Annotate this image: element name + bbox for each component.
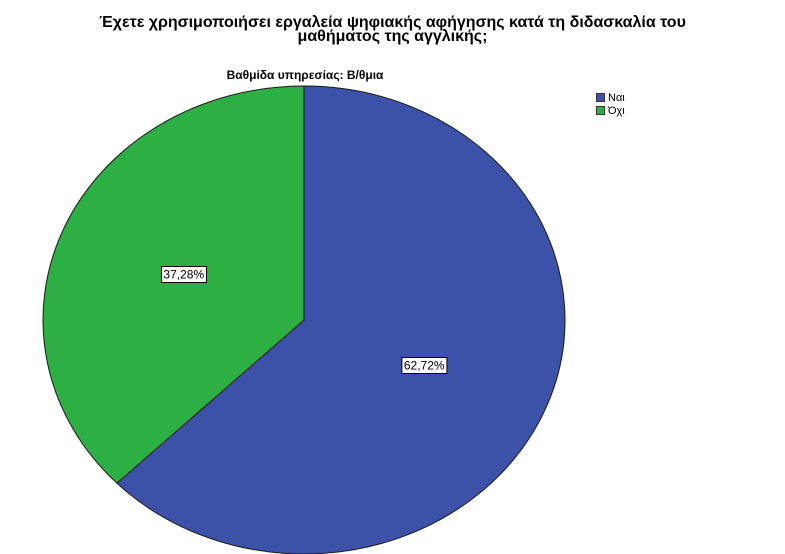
data-label-no: 37,28% xyxy=(160,265,207,283)
legend-item-yes: Ναι xyxy=(596,91,625,104)
chart-legend: Ναι Όχι xyxy=(596,91,625,117)
data-label-no-text: 37,28% xyxy=(163,267,204,281)
pie-slice-yes xyxy=(116,85,566,554)
chart-title-line-1: Έχετε χρησιμοποιήσει εργαλεία ψηφιακής α… xyxy=(99,14,686,31)
chart-title-line-2: μαθήματος της αγγλικής; xyxy=(297,28,488,45)
legend-swatch-no xyxy=(596,106,605,115)
legend-item-no: Όχι xyxy=(596,104,625,117)
chart-subtitle: Βαθμίδα υπηρεσίας: Β/θμια xyxy=(226,68,384,82)
data-label-yes-box xyxy=(401,357,448,375)
data-label-yes-text: 62,72% xyxy=(404,359,445,373)
legend-label-no: Όχι xyxy=(608,104,625,117)
chart-title: Έχετε χρησιμοποιήσει εργαλεία ψηφιακής α… xyxy=(0,14,785,45)
data-label-yes: 62,72% xyxy=(401,357,448,375)
legend-label-yes: Ναι xyxy=(608,91,625,104)
data-label-no-box xyxy=(160,265,207,283)
pie-slice-no xyxy=(42,85,305,484)
legend-swatch-yes xyxy=(596,93,605,102)
